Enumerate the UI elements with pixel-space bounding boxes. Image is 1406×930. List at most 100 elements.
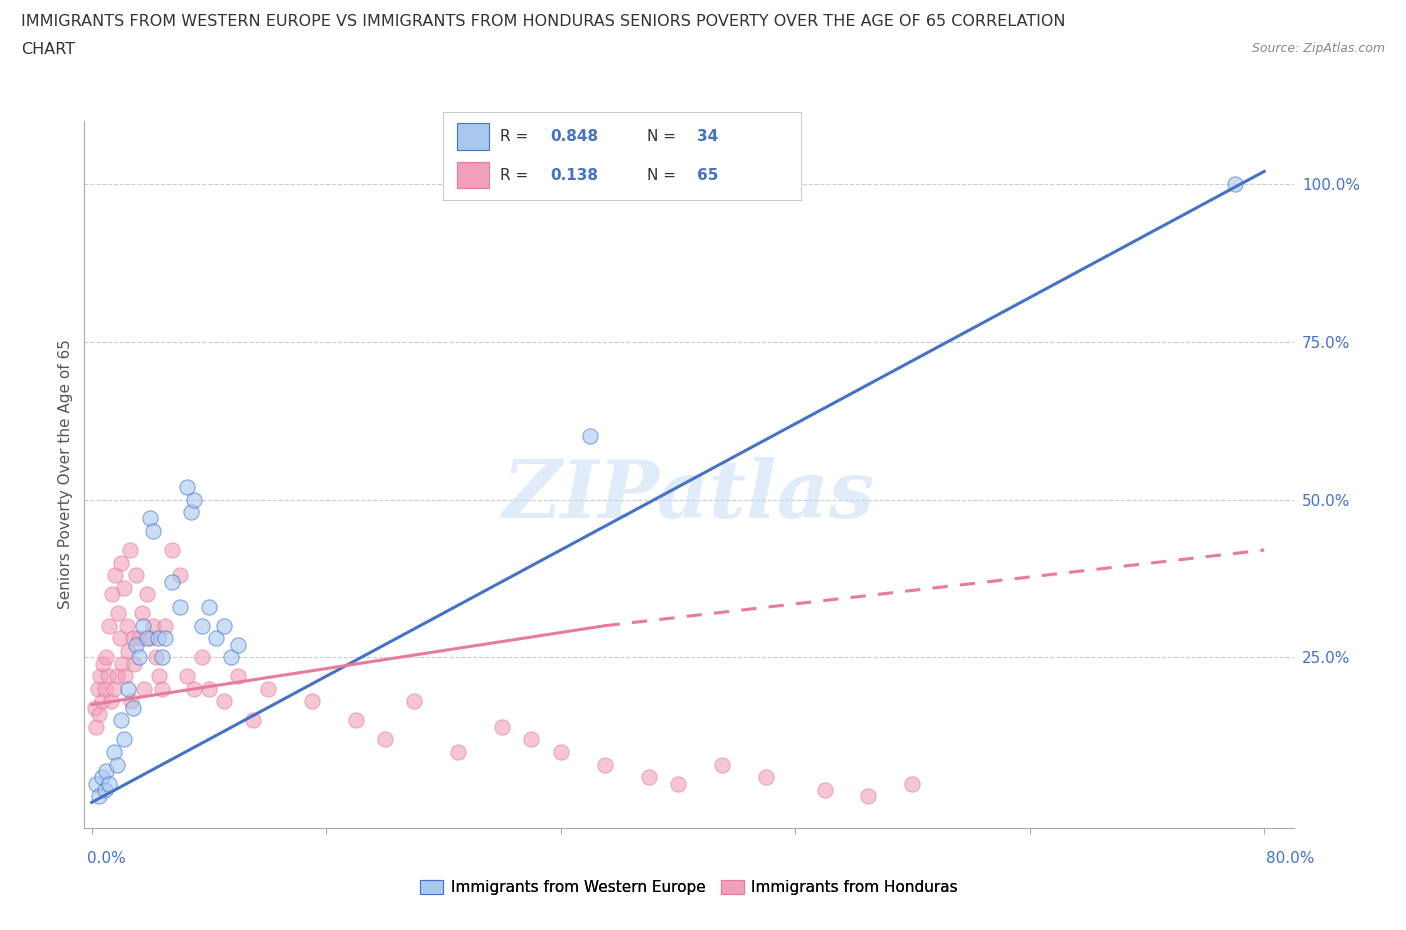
Point <box>520 732 543 747</box>
Point <box>105 669 128 684</box>
Point <box>121 631 143 645</box>
Text: CHART: CHART <box>21 42 75 57</box>
Point <box>374 732 396 747</box>
Point <box>153 618 176 633</box>
Y-axis label: Seniors Poverty Over the Age of 65: Seniors Poverty Over the Age of 65 <box>58 339 73 609</box>
Point <box>226 669 249 684</box>
Point <box>150 650 173 665</box>
Point <box>101 587 124 602</box>
Point <box>132 618 155 633</box>
Text: Source: ZipAtlas.com: Source: ZipAtlas.com <box>1251 42 1385 55</box>
Text: R =: R = <box>501 129 533 144</box>
Point <box>813 782 835 797</box>
Point <box>150 682 173 697</box>
Point <box>112 580 135 595</box>
Point <box>91 770 114 785</box>
Point <box>89 669 111 684</box>
Point <box>146 631 169 645</box>
Point <box>124 568 146 583</box>
Point <box>93 657 115 671</box>
Point <box>118 542 141 557</box>
Point <box>114 669 136 684</box>
Point <box>180 505 202 520</box>
Text: IMMIGRANTS FROM WESTERN EUROPE VS IMMIGRANTS FROM HONDURAS SENIORS POVERTY OVER : IMMIGRANTS FROM WESTERN EUROPE VS IMMIGR… <box>21 14 1066 29</box>
Point <box>901 776 924 790</box>
Point <box>190 618 212 633</box>
Point <box>183 492 205 507</box>
Point <box>1223 177 1246 192</box>
Point <box>107 605 129 620</box>
Point <box>96 764 118 778</box>
Point <box>153 631 176 645</box>
Point <box>136 631 159 645</box>
Point <box>169 600 191 615</box>
Point <box>87 789 110 804</box>
Point <box>226 637 249 652</box>
Text: N =: N = <box>647 167 681 182</box>
Point <box>83 700 105 715</box>
Point <box>117 644 139 658</box>
Point <box>110 555 132 570</box>
Point <box>103 745 125 760</box>
Point <box>176 669 198 684</box>
Text: 80.0%: 80.0% <box>1267 851 1315 866</box>
Point <box>96 650 118 665</box>
Text: 65: 65 <box>697 167 718 182</box>
Point <box>242 713 264 728</box>
Point <box>142 524 165 538</box>
Point <box>111 657 134 671</box>
Point <box>120 694 142 709</box>
Point <box>128 631 150 645</box>
Point <box>145 650 167 665</box>
Point <box>637 770 659 785</box>
Point <box>205 631 228 645</box>
Point <box>198 600 221 615</box>
Point <box>98 618 121 633</box>
Point <box>98 776 121 790</box>
Point <box>108 631 131 645</box>
Point <box>198 682 221 697</box>
Point <box>121 700 143 715</box>
Point <box>256 682 278 697</box>
Point <box>593 757 616 772</box>
Point <box>115 618 138 633</box>
Point <box>86 682 108 697</box>
Point <box>139 631 162 645</box>
Text: ZIPatlas: ZIPatlas <box>503 457 875 534</box>
Point <box>190 650 212 665</box>
Point <box>142 618 165 633</box>
Point <box>148 669 170 684</box>
Point <box>212 694 235 709</box>
Point <box>84 776 107 790</box>
Text: 0.0%: 0.0% <box>87 851 127 866</box>
Point <box>162 574 184 589</box>
Point <box>183 682 205 697</box>
Point <box>710 757 733 772</box>
Text: R =: R = <box>501 167 538 182</box>
Point <box>117 682 139 697</box>
Point <box>162 542 184 557</box>
Point <box>136 587 159 602</box>
Point <box>212 618 235 633</box>
Legend: Immigrants from Western Europe, Immigrants from Honduras: Immigrants from Western Europe, Immigran… <box>413 874 965 901</box>
Text: 0.848: 0.848 <box>551 129 599 144</box>
Point <box>344 713 367 728</box>
Text: 0.138: 0.138 <box>551 167 599 182</box>
Point <box>447 745 470 760</box>
Point <box>91 694 114 709</box>
Point <box>491 719 513 734</box>
Point <box>131 605 153 620</box>
Point <box>128 650 150 665</box>
Point <box>84 719 107 734</box>
Point <box>139 512 162 526</box>
Text: 34: 34 <box>697 129 718 144</box>
Point <box>122 657 145 671</box>
Point <box>97 669 120 684</box>
Point <box>134 682 156 697</box>
Point <box>110 713 132 728</box>
Point <box>169 568 191 583</box>
Point <box>112 732 135 747</box>
Text: N =: N = <box>647 129 681 144</box>
Point <box>124 637 146 652</box>
Point <box>666 776 689 790</box>
